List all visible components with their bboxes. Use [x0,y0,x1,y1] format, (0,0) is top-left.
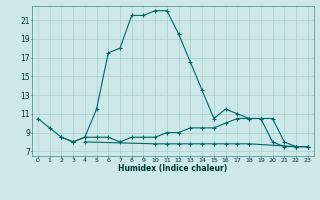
X-axis label: Humidex (Indice chaleur): Humidex (Indice chaleur) [118,164,228,173]
